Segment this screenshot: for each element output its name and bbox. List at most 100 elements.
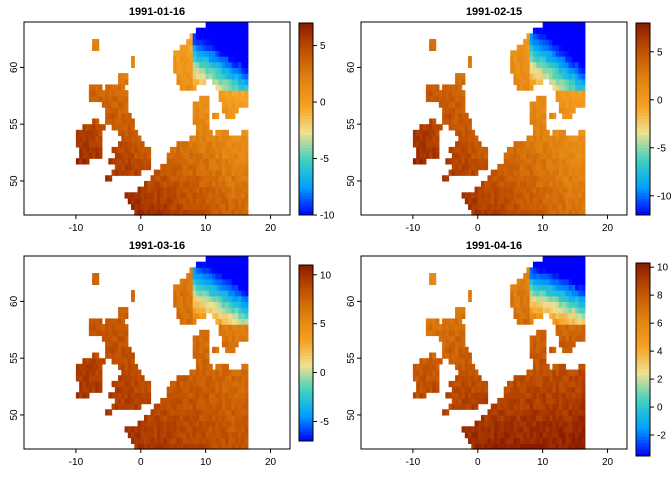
raster-cell — [497, 409, 502, 416]
raster-cell — [545, 22, 550, 29]
raster-cell — [111, 90, 116, 97]
raster-cell — [212, 39, 216, 46]
colorbar-segment — [299, 332, 313, 336]
raster-cell — [186, 318, 191, 325]
raster-cell — [137, 141, 142, 148]
raster-cell — [179, 203, 184, 210]
raster-cell — [88, 152, 93, 159]
raster-cell — [212, 273, 216, 280]
raster-cell — [506, 186, 511, 193]
raster-cell — [510, 50, 515, 57]
raster-cell — [542, 386, 547, 393]
raster-cell — [571, 192, 576, 199]
raster-cell — [513, 426, 518, 433]
raster-cell — [212, 56, 216, 63]
raster-cell — [205, 73, 210, 80]
raster-cell — [568, 324, 573, 331]
raster-cell — [571, 84, 576, 91]
raster-cell — [523, 431, 528, 439]
raster-cell — [179, 169, 184, 176]
raster-cell — [578, 403, 583, 410]
raster-cell — [536, 386, 541, 393]
raster-cell — [532, 335, 537, 342]
raster-cell — [234, 101, 239, 108]
raster-cell — [568, 375, 573, 382]
raster-cell — [562, 284, 566, 291]
raster-cell — [477, 443, 482, 450]
raster-cell — [558, 443, 563, 450]
raster-cell — [160, 197, 165, 205]
raster-cell — [241, 290, 246, 297]
raster-cell — [234, 192, 239, 199]
x-tick-label: 20 — [265, 457, 277, 468]
raster-cell — [536, 375, 541, 382]
raster-cell — [92, 129, 96, 137]
colorbar-segment — [636, 340, 650, 344]
raster-cell — [85, 363, 90, 371]
raster-cell — [212, 278, 216, 285]
raster-cell — [199, 107, 204, 114]
raster-cell — [487, 203, 492, 210]
raster-cell — [578, 129, 583, 137]
raster-cell — [477, 158, 482, 165]
raster-cell — [221, 397, 226, 405]
raster-cell — [558, 141, 563, 148]
raster-cell — [208, 403, 213, 410]
raster-cell — [127, 431, 132, 439]
raster-cell — [186, 380, 191, 388]
raster-cell — [179, 158, 184, 165]
raster-cell — [189, 135, 194, 142]
raster-cell — [98, 141, 103, 148]
raster-cell — [147, 158, 152, 165]
raster-cell — [225, 107, 229, 114]
raster-cell — [571, 273, 576, 280]
raster-cell — [458, 369, 463, 376]
colorbar-segment — [299, 397, 313, 401]
raster-cell — [202, 392, 207, 399]
raster-cell — [208, 409, 213, 416]
raster-cell — [451, 397, 456, 405]
raster-cell — [555, 307, 560, 314]
raster-cell — [189, 146, 194, 154]
raster-cell — [568, 152, 573, 159]
raster-cell — [558, 107, 563, 114]
raster-cell — [519, 56, 524, 63]
raster-cell — [134, 152, 139, 159]
raster-cell — [571, 301, 576, 308]
raster-cell — [82, 363, 87, 371]
raster-cell — [471, 209, 476, 216]
raster-cell — [221, 84, 226, 91]
raster-cell — [558, 273, 563, 280]
raster-cell — [192, 107, 197, 114]
raster-cell — [575, 180, 579, 188]
raster-cell — [532, 33, 537, 40]
raster-cell — [519, 420, 524, 427]
raster-cell — [231, 192, 236, 199]
raster-cell — [179, 163, 184, 171]
raster-cell — [562, 152, 566, 159]
raster-cell — [98, 84, 103, 91]
raster-cell — [163, 431, 168, 439]
raster-cell — [192, 431, 197, 439]
raster-cell — [532, 267, 537, 274]
raster-cell — [179, 284, 184, 291]
raster-cell — [568, 39, 573, 46]
raster-cell — [238, 61, 242, 69]
raster-cell — [173, 175, 178, 182]
raster-cell — [215, 318, 220, 325]
raster-cell — [416, 386, 420, 393]
raster-cell — [150, 209, 155, 216]
raster-cell — [539, 107, 544, 114]
raster-cell — [166, 197, 171, 205]
raster-cell — [231, 27, 236, 34]
raster-cell — [565, 84, 570, 91]
raster-cell — [442, 346, 446, 354]
raster-cell — [494, 443, 498, 450]
raster-cell — [529, 186, 534, 193]
raster-cell — [429, 118, 433, 125]
raster-cell — [545, 290, 550, 297]
raster-cell — [477, 375, 482, 382]
raster-cell — [212, 73, 216, 80]
raster-cell — [79, 392, 83, 399]
raster-cell — [208, 392, 213, 399]
